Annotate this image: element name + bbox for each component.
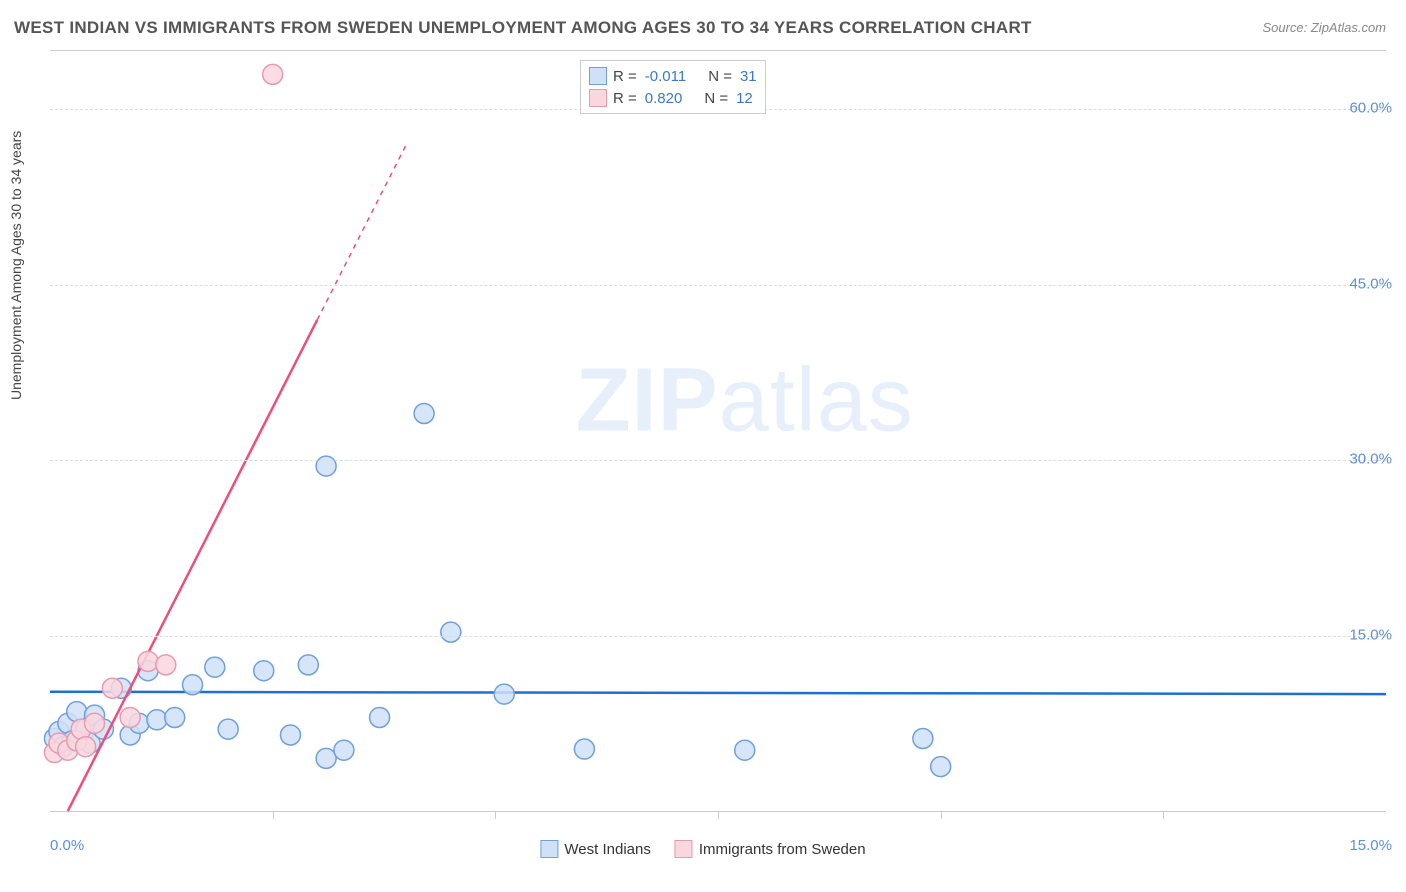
data-point	[494, 684, 514, 704]
data-point	[205, 657, 225, 677]
n-value: 12	[736, 90, 753, 107]
legend-swatch	[540, 840, 558, 858]
data-point	[156, 655, 176, 675]
legend-label: Immigrants from Sweden	[699, 841, 866, 858]
y-tick-label: 15.0%	[1349, 626, 1392, 643]
series-legend: West Indians Immigrants from Sweden	[540, 840, 865, 858]
legend-item: Immigrants from Sweden	[675, 840, 866, 858]
legend-swatch	[589, 67, 607, 85]
data-point	[574, 739, 594, 759]
data-point	[165, 707, 185, 727]
data-point	[254, 661, 274, 681]
data-point	[102, 678, 122, 698]
data-point	[85, 713, 105, 733]
data-point	[316, 456, 336, 476]
data-point	[334, 740, 354, 760]
x-tick	[941, 811, 942, 819]
data-point	[913, 729, 933, 749]
trend-line	[68, 320, 317, 811]
trend-line-dash	[317, 145, 406, 320]
data-point	[263, 64, 283, 84]
y-tick-label: 30.0%	[1349, 451, 1392, 468]
x-tick	[273, 811, 274, 819]
chart-title: WEST INDIAN VS IMMIGRANTS FROM SWEDEN UN…	[14, 18, 1032, 38]
y-tick-label: 45.0%	[1349, 275, 1392, 292]
grid-line	[50, 285, 1386, 286]
grid-line	[50, 636, 1386, 637]
x-tick	[1163, 811, 1164, 819]
legend-item: West Indians	[540, 840, 650, 858]
chart-svg	[50, 51, 1386, 811]
data-point	[120, 707, 140, 727]
data-point	[298, 655, 318, 675]
correlation-legend: R =-0.011N =31R =0.820N =12	[580, 60, 766, 114]
y-axis-label: Unemployment Among Ages 30 to 34 years	[8, 131, 24, 400]
legend-swatch	[675, 840, 693, 858]
grid-line	[50, 460, 1386, 461]
data-point	[76, 737, 96, 757]
legend-row: R = -0.011 N = 31	[589, 65, 757, 87]
data-point	[441, 622, 461, 642]
data-point	[183, 675, 203, 695]
data-point	[218, 719, 238, 739]
n-value: 31	[740, 68, 757, 85]
legend-swatch	[589, 89, 607, 107]
trend-line	[50, 692, 1386, 694]
data-point	[138, 651, 158, 671]
data-point	[414, 403, 434, 423]
x-axis-min-label: 0.0%	[50, 837, 84, 854]
data-point	[280, 725, 300, 745]
source-attribution: Source: ZipAtlas.com	[1262, 20, 1386, 35]
data-point	[147, 710, 167, 730]
r-value: 0.820	[645, 90, 683, 107]
data-point	[931, 757, 951, 777]
x-tick	[718, 811, 719, 819]
legend-row: R = 0.820 N = 12	[589, 87, 757, 109]
r-label: R =	[613, 90, 637, 107]
data-point	[370, 707, 390, 727]
data-point	[735, 740, 755, 760]
y-tick-label: 60.0%	[1349, 100, 1392, 117]
n-label: N =	[708, 68, 732, 85]
n-label: N =	[704, 90, 728, 107]
x-tick	[495, 811, 496, 819]
legend-label: West Indians	[564, 841, 650, 858]
plot-area: ZIPatlas	[50, 50, 1386, 812]
r-label: R =	[613, 68, 637, 85]
data-point	[316, 748, 336, 768]
r-value: -0.011	[645, 68, 686, 85]
x-axis-max-label: 15.0%	[1349, 837, 1392, 854]
